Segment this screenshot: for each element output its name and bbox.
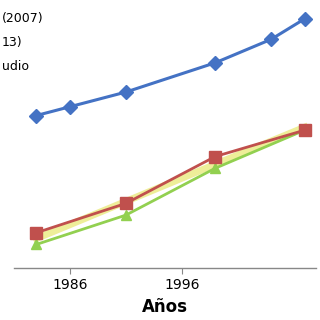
Text: udio: udio [2,60,29,73]
Text: 13): 13) [2,36,23,49]
X-axis label: Años: Años [142,298,188,316]
Text: (2007): (2007) [2,12,44,25]
